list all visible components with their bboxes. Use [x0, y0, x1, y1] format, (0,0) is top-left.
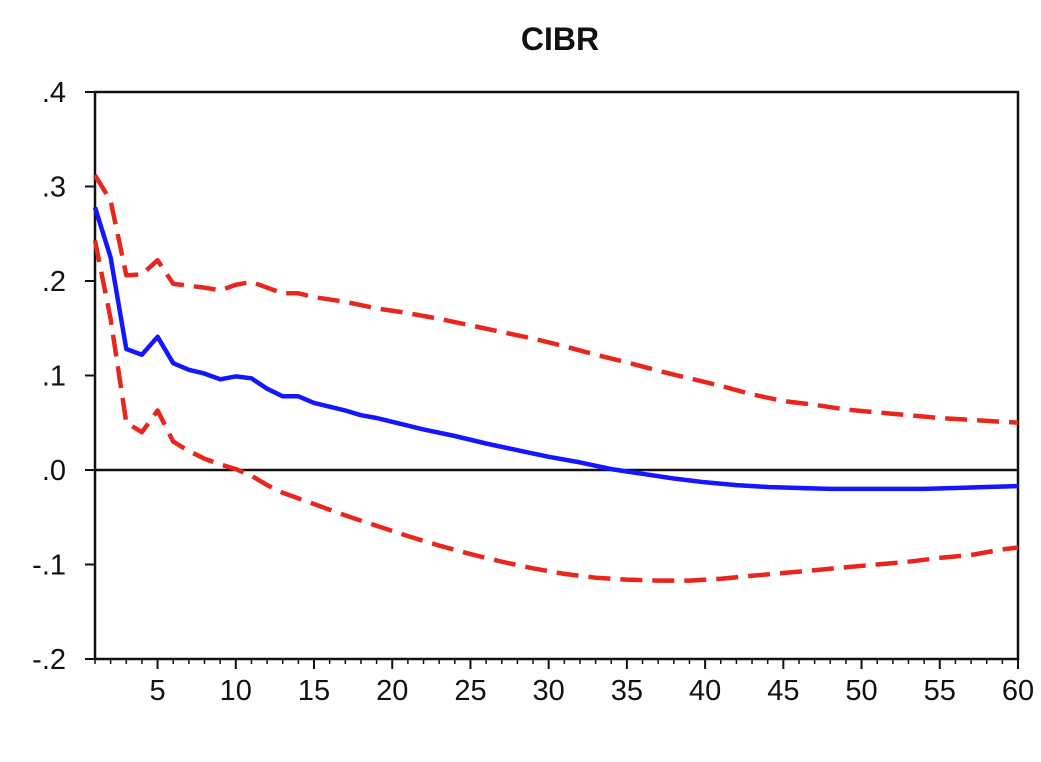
series-line-response [92, 206, 1019, 492]
x-tick-label: 55 [924, 675, 956, 707]
y-tick-label: .1 [42, 361, 66, 393]
y-tick-label: -.2 [32, 644, 66, 676]
y-tick-label: .4 [42, 77, 66, 109]
x-tick-label: 60 [1002, 675, 1034, 707]
x-tick-label: 35 [611, 675, 643, 707]
y-tick-label: -.1 [32, 550, 66, 582]
chart-title: CIBR [521, 21, 599, 57]
y-tick-label: .3 [42, 172, 66, 204]
series-layer [92, 174, 1019, 583]
x-axis: 5 10 15 20 25 30 35 40 45 50 55 60 [94, 659, 1034, 707]
x-tick-label: 5 [150, 675, 166, 707]
y-tick-label: .2 [42, 266, 66, 298]
y-axis: .4 .3 .2 .1 .0 -.1 -.2 [32, 77, 95, 676]
y-tick-label: .0 [42, 455, 66, 487]
x-tick-label: 45 [767, 675, 799, 707]
x-tick-label: 10 [220, 675, 252, 707]
x-tick-label: 20 [376, 675, 408, 707]
x-tick-label: 50 [845, 675, 877, 707]
x-tick-label: 40 [689, 675, 721, 707]
series-line-upper-band [93, 174, 1019, 425]
x-tick-label: 15 [298, 675, 330, 707]
x-tick-label: 30 [533, 675, 565, 707]
x-tick-label: 25 [454, 675, 486, 707]
series-line-lower-band [92, 239, 1019, 583]
